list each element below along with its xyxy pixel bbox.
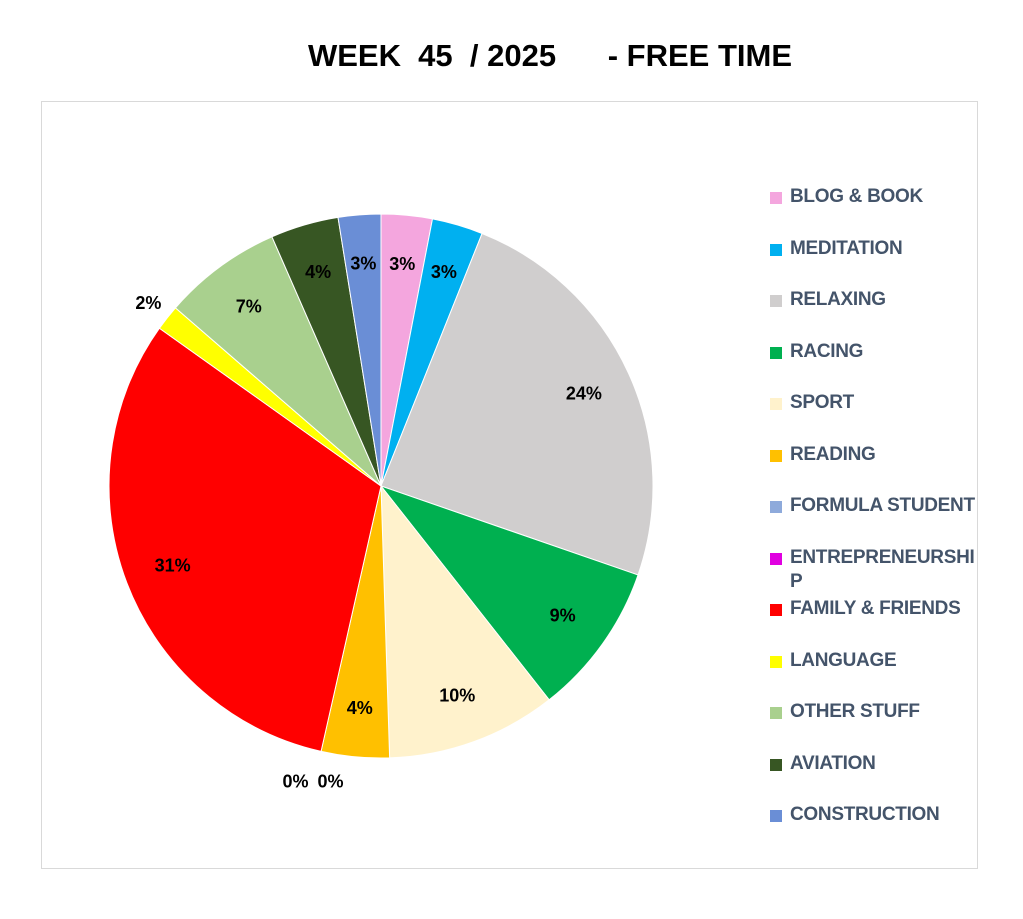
chart-title: WEEK 45 / 2025 - FREE TIME (307, 38, 793, 73)
legend-label: CONSTRUCTION (790, 804, 940, 825)
data-label-other-stuff: 7% (236, 296, 262, 316)
legend-swatch (770, 501, 782, 513)
legend-item-other-stuff: OTHER STUFF (770, 700, 1015, 724)
data-label-relaxing: 24% (566, 383, 602, 403)
legend-label: ENTREPRENEURSHIP (790, 546, 975, 592)
legend-swatch (770, 552, 782, 565)
legend-item-meditation: MEDITATION (770, 237, 1015, 261)
legend-swatch (770, 449, 782, 462)
pie-slice-relaxing (380, 232, 654, 576)
pie-slice-racing (379, 484, 639, 701)
legend-swatch (770, 398, 782, 410)
data-label-entrepreneurship: 0% (318, 772, 344, 792)
legend-item-racing: RACING (770, 340, 1015, 364)
legend-label: MEDITATION (790, 237, 903, 259)
legend-label: READING (790, 443, 876, 465)
legend-item-formula-student: FORMULA STUDENT (770, 494, 1015, 518)
data-label-sport: 10% (439, 686, 475, 706)
legend-item-aviation: AVIATION (770, 752, 1015, 776)
legend-swatch (770, 346, 782, 359)
legend-swatch (770, 243, 782, 256)
legend-label: AVIATION (790, 752, 876, 774)
legend-swatch (770, 192, 782, 204)
legend-label: BLOG & BOOK (790, 186, 923, 207)
legend-item-family-and-friends: FAMILY & FRIENDS (770, 597, 1015, 621)
legend-label: RACING (790, 340, 864, 362)
legend-item-entrepreneurship: ENTREPRENEURSHIP (770, 546, 1015, 594)
legend-item-relaxing: RELAXING (770, 288, 1015, 312)
legend-label: OTHER STUFF (790, 701, 920, 722)
legend-item-construction: CONSTRUCTION (770, 803, 1015, 827)
legend-label: SPORT (790, 392, 854, 413)
data-label-reading: 4% (347, 698, 373, 718)
legend-swatch (770, 295, 782, 307)
legend-item-blog-and-book: BLOG & BOOK (770, 185, 1015, 209)
data-label-formula-student: 0% (283, 772, 309, 792)
chart-frame (41, 101, 978, 869)
legend-swatch (770, 655, 782, 668)
pie-data-labels: 3% 3% 24% 9% 10% 4% 0% 0% 31% 2% 7% 4% 3% (135, 254, 602, 792)
pie-slice-construction (337, 213, 382, 487)
data-label-meditation: 3% (431, 262, 457, 282)
data-label-family-and-friends: 31% (155, 556, 191, 576)
pie-slices (108, 213, 654, 759)
legend-swatch (770, 758, 782, 771)
legend-label: FAMILY & FRIENDS (790, 598, 961, 619)
legend-swatch (770, 707, 782, 719)
pie-slice-other-stuff (174, 236, 382, 487)
legend-label: RELAXING (790, 289, 886, 310)
legend-swatch (770, 810, 782, 822)
pie-slice-sport (380, 484, 550, 759)
legend-item-reading: READING (770, 443, 1015, 467)
data-label-language: 2% (135, 293, 161, 313)
legend-swatch (770, 604, 782, 616)
data-label-racing: 9% (550, 605, 576, 625)
data-label-blog-and-book: 3% (389, 254, 415, 274)
pie-slice-family-and-friends (108, 327, 382, 752)
legend-item-sport: SPORT (770, 391, 1015, 415)
legend-label: LANGUAGE (790, 649, 897, 671)
legend-item-language: LANGUAGE (770, 649, 1015, 673)
data-label-construction: 3% (350, 254, 376, 274)
data-label-aviation: 4% (305, 262, 331, 282)
legend-label: FORMULA STUDENT (790, 495, 975, 516)
